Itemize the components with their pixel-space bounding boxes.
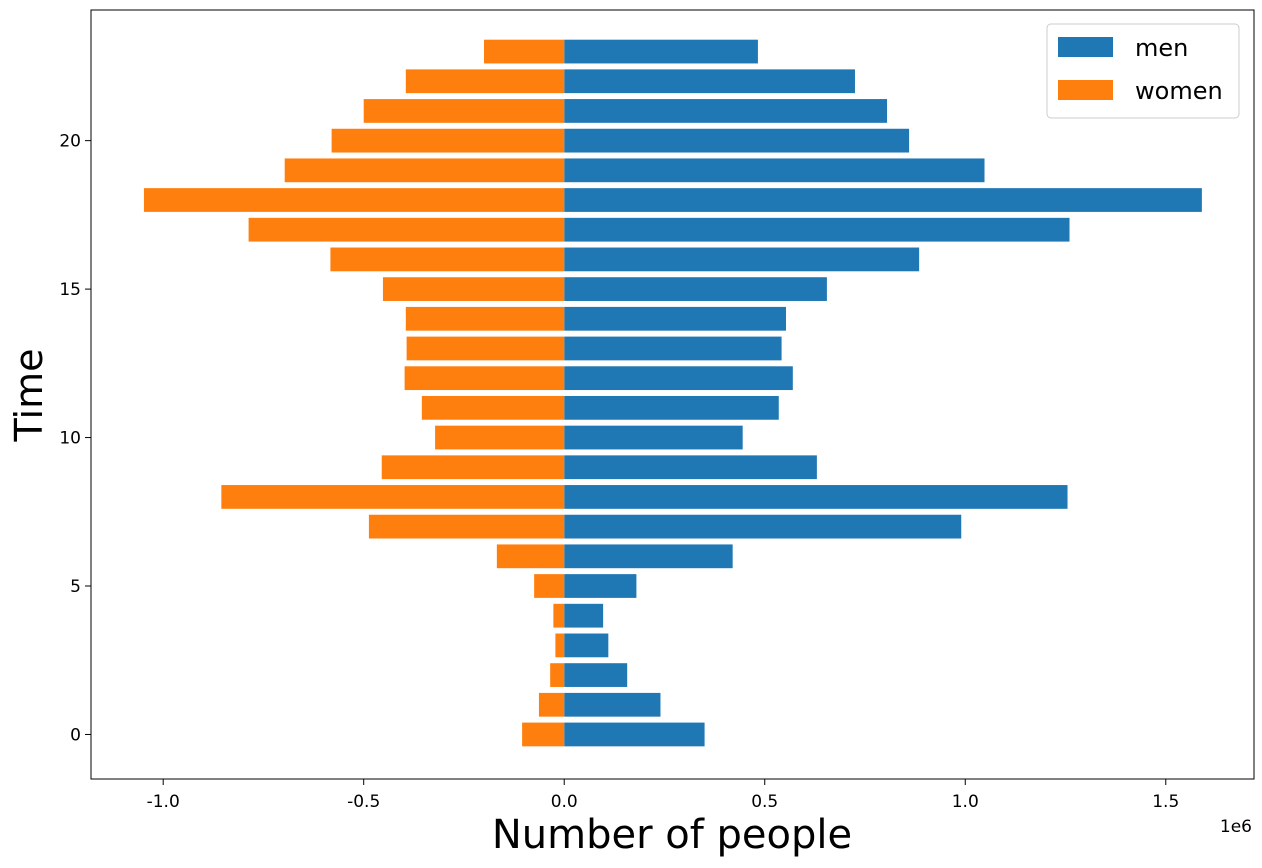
y-tick-label: 5 <box>70 577 81 597</box>
bar-women-13 <box>406 336 565 361</box>
legend: men women <box>1046 23 1240 119</box>
x-tick-label: 0.5 <box>751 792 778 812</box>
bar-women-9 <box>381 455 565 480</box>
y-tick-label: 15 <box>59 280 81 300</box>
bar-men-9 <box>564 455 817 480</box>
x-ticks-group: -1.0 -0.5 0.0 0.5 1.0 1.5 <box>147 779 1179 812</box>
x-tick-label: -0.5 <box>347 792 380 812</box>
bar-women-21 <box>363 99 565 123</box>
bar-men-5 <box>564 574 637 598</box>
plot-frame <box>90 9 1255 780</box>
y-tick-label: 0 <box>70 725 81 745</box>
bar-men-20 <box>564 128 910 153</box>
bar-men-22 <box>564 69 855 94</box>
bars-group <box>143 39 1202 747</box>
bar-women-6 <box>496 544 565 569</box>
bar-men-21 <box>564 99 888 123</box>
bar-men-18 <box>564 188 1202 212</box>
legend-swatch-men <box>1058 37 1113 57</box>
bar-women-10 <box>435 425 565 450</box>
x-offset-label: 1e6 <box>1220 817 1252 837</box>
bar-women-22 <box>405 69 565 94</box>
bar-men-16 <box>564 247 920 272</box>
bar-women-5 <box>534 574 565 598</box>
bar-men-13 <box>564 336 782 361</box>
bar-women-20 <box>331 128 565 153</box>
bar-women-0 <box>522 722 565 747</box>
bar-women-3 <box>555 633 565 658</box>
bar-men-4 <box>564 603 604 628</box>
bar-men-12 <box>564 366 793 391</box>
y-tick-label: 10 <box>59 429 81 449</box>
legend-label-men: men <box>1135 34 1188 62</box>
bar-women-7 <box>368 514 565 539</box>
bar-men-11 <box>564 395 779 420</box>
bar-men-8 <box>564 485 1068 509</box>
bar-women-8 <box>221 485 565 509</box>
bar-women-14 <box>405 306 565 331</box>
bar-men-3 <box>564 633 609 658</box>
legend-swatch-women <box>1058 80 1113 100</box>
x-tick-label: 0.0 <box>551 792 578 812</box>
bar-women-17 <box>248 217 565 242</box>
y-ticks-group: 0 5 10 15 20 <box>59 132 91 745</box>
y-tick-label: 20 <box>59 132 81 152</box>
bar-men-15 <box>564 277 827 301</box>
bar-women-19 <box>284 158 565 183</box>
bar-women-11 <box>421 395 565 420</box>
bar-men-17 <box>564 217 1070 242</box>
x-tick-label: 1.5 <box>1152 792 1179 812</box>
bar-women-23 <box>484 39 565 64</box>
legend-label-women: women <box>1135 77 1223 105</box>
bar-men-6 <box>564 544 733 569</box>
bar-women-15 <box>382 277 565 301</box>
bar-men-0 <box>564 722 705 747</box>
bar-women-16 <box>330 247 565 272</box>
bar-men-19 <box>564 158 985 183</box>
x-axis-title: Number of people <box>492 812 852 858</box>
x-tick-label: 1.0 <box>952 792 979 812</box>
bar-men-14 <box>564 306 786 331</box>
bar-women-4 <box>553 603 565 628</box>
bar-women-12 <box>404 366 565 391</box>
bar-women-18 <box>143 188 565 212</box>
bar-women-2 <box>550 663 565 687</box>
bar-men-23 <box>564 39 758 64</box>
bar-men-1 <box>564 692 661 717</box>
x-tick-label: -1.0 <box>147 792 180 812</box>
bar-men-10 <box>564 425 743 450</box>
plot-area <box>91 10 1254 779</box>
bar-women-1 <box>538 692 565 717</box>
bar-men-2 <box>564 663 628 687</box>
y-axis-title: Time <box>7 349 51 443</box>
bar-men-7 <box>564 514 962 539</box>
